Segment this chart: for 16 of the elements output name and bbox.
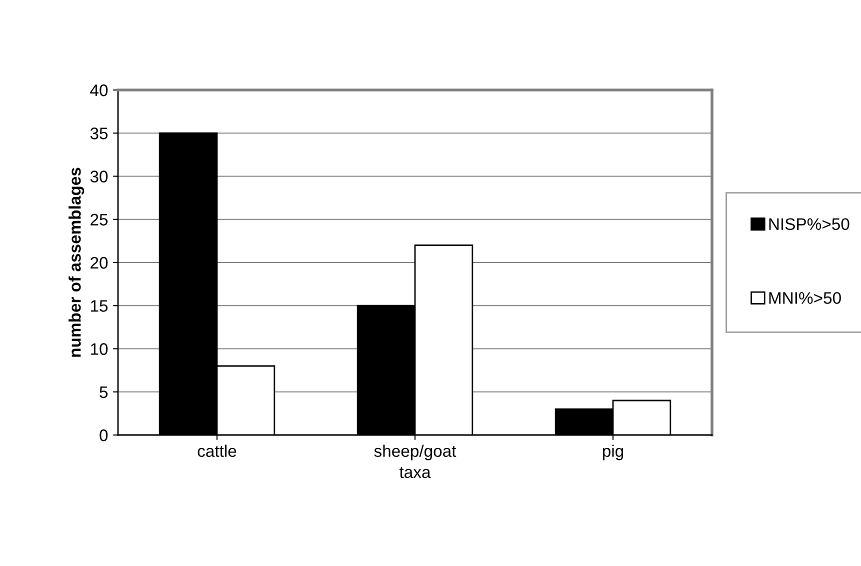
y-tick-label: 10 [91,343,108,355]
y-tick-label: 15 [91,300,108,312]
legend-label: NISP%>50 [769,218,850,230]
y-tick-label: 20 [90,256,108,269]
y-axis-title: number of assemblages [68,168,84,357]
y-tick-label: 30 [90,170,108,182]
y-tick-label: 35 [90,128,108,140]
y-tick-label: 25 [90,214,108,226]
y-tick-label: 0 [100,429,108,442]
x-axis-title: taxa [400,467,431,478]
x-tick-label: cattle [198,444,236,457]
y-tick-label: 5 [100,386,108,398]
x-tick-label: sheep/goat [374,444,456,460]
x-tick-label: pig [602,444,624,460]
y-tick-label: 40 [90,84,108,96]
legend-label: MNI%>50 [769,292,841,304]
